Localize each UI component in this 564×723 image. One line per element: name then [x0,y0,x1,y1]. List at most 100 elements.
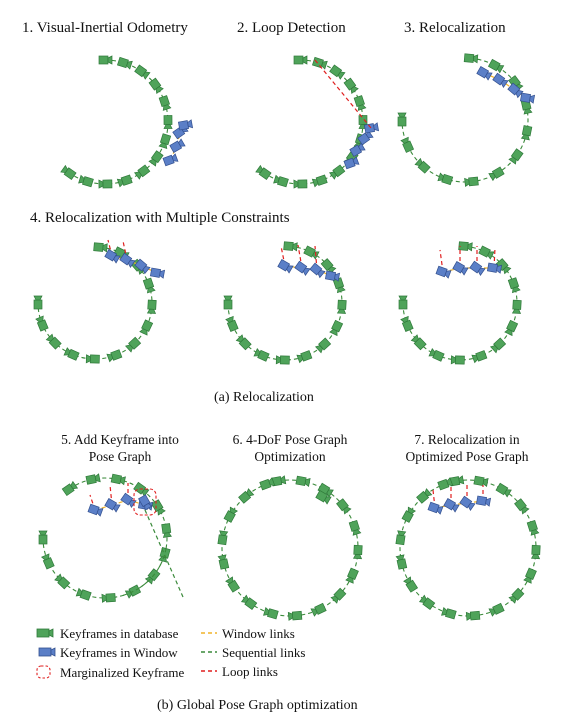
db-keyframe [464,176,479,187]
window-keyframe [486,262,503,274]
sequential-link-arc [68,59,169,185]
db-keyframe [235,334,252,351]
db-keyframe [163,115,173,129]
db-keyframe [93,242,108,253]
db-keyframe [473,475,489,487]
db-keyframe [311,174,328,188]
db-keyframe [511,299,522,314]
db-keyframe [293,179,308,189]
db-keyframe [450,355,465,365]
panel-vio [60,55,194,189]
db-keyframe [508,587,525,604]
panel-loop-detection [255,55,380,189]
window-keyframe [443,498,460,513]
panel-multi-2 [223,241,347,365]
db-keyframe [35,315,49,332]
db-keyframe [148,150,164,167]
window-keyframe [134,258,151,275]
legend-window-link: Window links [222,626,295,641]
db-keyframe [490,337,507,354]
sequential-link-arc [401,57,529,183]
db-keyframe [526,520,540,536]
panel-title-6: 6. 4-DoF Pose Graph Optimization [232,432,348,464]
window-keyframe [277,259,294,274]
window-keyframe [309,262,326,279]
panel-reloc-optimized [395,475,541,621]
db-keyframe [60,164,77,180]
db-keyframe [418,594,436,610]
db-keyframe [225,576,241,593]
db-keyframe [330,587,347,604]
db-keyframe [116,174,133,188]
db-keyframe [106,349,123,363]
db-keyframe [336,299,347,314]
db-keyframe [395,530,407,546]
panel-title-7: 7. Relocalization in Optimized Pose Grap… [405,432,529,464]
db-keyframe [328,164,346,180]
db-keyframe [223,506,238,523]
panel-relocalization [397,53,536,187]
marginalized-keyframe [138,494,153,511]
panel-add-keyframe [38,473,184,603]
panel-multi-3 [398,241,522,365]
window-keyframe [452,261,469,276]
legend-loop-link: Loop links [222,664,278,679]
db-keyframe [471,350,488,364]
db-keyframe [303,245,320,260]
db-keyframe [329,319,344,337]
window-keyframe [169,138,186,153]
panel-title-3: 3. Relocalization [404,20,506,36]
db-keyframe [403,576,419,593]
window-keyframe [492,72,509,88]
db-keyframe [507,277,521,294]
db-keyframe [414,157,431,174]
legend-marginalized: Marginalized Keyframe [60,665,185,680]
panel-title-2: 2. Loop Detection [237,20,346,36]
window-keyframe [324,270,341,282]
window-keyframe [507,82,524,99]
db-keyframe [225,315,239,332]
db-keyframe [315,337,332,354]
db-keyframe [437,477,454,491]
db-keyframe [395,554,408,570]
db-keyframe [259,477,276,491]
db-keyframe [353,95,367,111]
db-keyframe [255,164,272,180]
window-keyframe [177,119,194,131]
db-keyframe [520,125,533,141]
db-keyframe [329,64,346,80]
db-keyframe [520,99,533,115]
db-keyframe [142,277,156,294]
db-keyframe [478,245,495,260]
db-keyframe [134,64,151,80]
window-keyframe [120,492,137,508]
db-keyframe [352,544,363,560]
window-keyframe [104,498,121,513]
db-keyframe [332,277,346,294]
legend-marginalized-icon [36,665,51,679]
panel-title-1: 1. Visual-Inertial Odometry [22,20,188,36]
legend-db-keyframe-icon [36,628,54,638]
db-keyframe [75,587,92,601]
window-keyframe [162,153,179,167]
window-keyframe [435,265,452,279]
db-keyframe [273,174,289,188]
db-keyframe [293,55,308,65]
legend-window-link-icon [201,632,217,634]
db-keyframe [295,475,311,487]
db-keyframe [125,336,142,353]
db-keyframe [158,547,171,563]
db-keyframe [508,148,524,165]
db-keyframe [253,348,270,362]
db-keyframe [139,319,154,336]
db-keyframe [465,610,481,621]
db-keyframe [416,488,433,504]
db-keyframe [345,567,359,584]
db-keyframe [158,95,172,111]
sequential-link-arc [120,548,167,597]
window-keyframe [427,501,444,515]
db-keyframe [38,530,48,545]
window-keyframe [476,66,493,81]
window-keyframe [475,495,492,507]
